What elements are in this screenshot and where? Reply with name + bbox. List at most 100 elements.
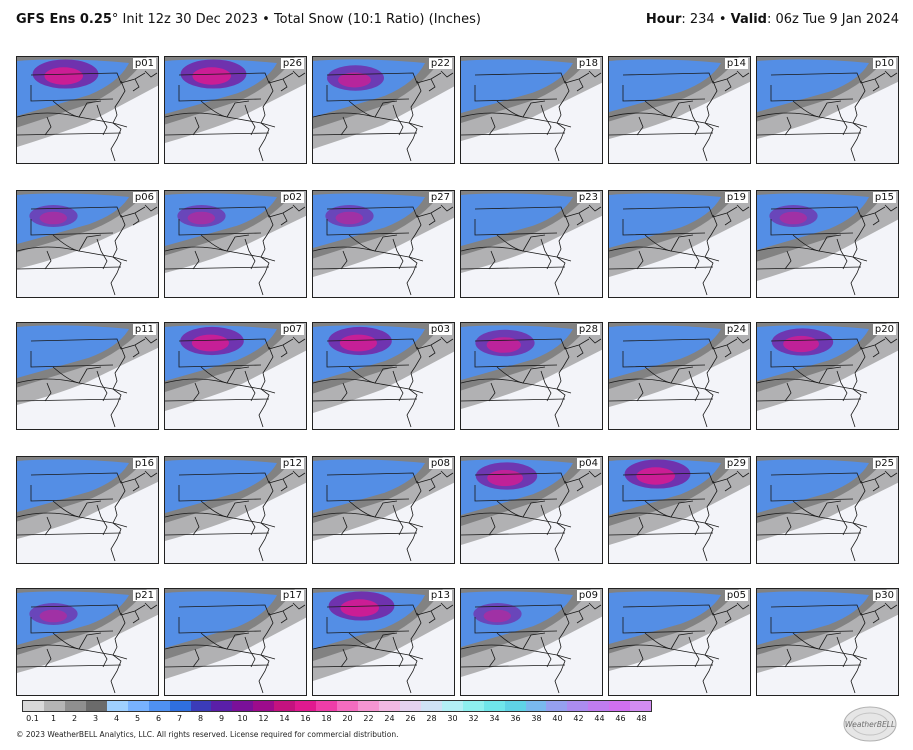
valid-value: : 06z Tue 9 Jan 2024 [766, 12, 899, 27]
colorbar-swatch [546, 701, 568, 711]
snow-area-magenta [44, 67, 83, 85]
map-title: GFS Ens 0.25° Init 12z 30 Dec 2023 • Tot… [16, 12, 481, 27]
hour-value: : 234 [681, 12, 715, 27]
state-borders [757, 602, 898, 694]
snow-area-magenta [39, 211, 67, 225]
ensemble-panel-p02: p02 [164, 190, 307, 298]
colorbar-swatch [169, 701, 191, 711]
snow-map [313, 57, 454, 162]
ensemble-panel-p10: p10 [756, 56, 899, 164]
colorbar-swatch [358, 701, 379, 711]
snow-map [461, 323, 602, 428]
snow-map [165, 191, 306, 296]
panel-label: p20 [872, 324, 896, 335]
state-borders [313, 204, 454, 296]
snow-map [17, 323, 158, 428]
title-bullet: • [258, 12, 274, 27]
panel-label: p22 [428, 58, 452, 69]
snow-area-magenta [340, 599, 379, 617]
snow-area-blue [17, 459, 129, 512]
colorbar-tick-label: 14 [279, 714, 290, 723]
colorbar-tick-label: 10 [237, 714, 248, 723]
snow-map [313, 323, 454, 428]
snow-area-purple [177, 205, 226, 227]
snow-map [757, 457, 898, 562]
panel-label: p01 [132, 58, 156, 69]
state-borders [461, 70, 602, 162]
ensemble-panel-p28: p28 [460, 322, 603, 430]
snow-area-blue [757, 459, 869, 513]
colorbar-swatch [23, 701, 44, 711]
snow-map [461, 457, 602, 562]
snow-area-magenta [39, 609, 67, 623]
colorbar-tick-label: 5 [134, 714, 141, 723]
colorbar-tick-label: 20 [342, 714, 353, 723]
snow-area-magenta [487, 469, 523, 487]
colorbar [22, 700, 652, 712]
snow-map [757, 589, 898, 694]
snow-area-magenta [636, 467, 675, 485]
colorbar-tick-label: 24 [384, 714, 395, 723]
colorbar-tick-label: 18 [321, 714, 332, 723]
snow-map [165, 457, 306, 562]
valid-bullet: • [714, 12, 731, 27]
colorbar-swatch [190, 701, 212, 711]
colorbar-tick-label: 38 [531, 714, 542, 723]
ensemble-panel-p30: p30 [756, 588, 899, 696]
state-borders [461, 204, 602, 296]
snow-map [757, 191, 898, 296]
colorbar-tick-label: 7 [176, 714, 183, 723]
colorbar-swatch [232, 701, 254, 711]
colorbar-tick-label: 1 [50, 714, 57, 723]
snow-map [165, 589, 306, 694]
colorbar-swatch [106, 701, 128, 711]
snow-area-magenta [783, 335, 819, 353]
snow-area-magenta [191, 334, 229, 352]
colorbar-swatch [295, 701, 317, 711]
panel-label: p10 [872, 58, 896, 69]
colorbar-swatch [567, 701, 589, 711]
product-name: Total Snow (10:1 Ratio) (Inches) [273, 12, 482, 27]
colorbar-tick-label: 16 [300, 714, 311, 723]
ensemble-panel-p09: p09 [460, 588, 603, 696]
weatherbell-logo: WeatherBELL [842, 705, 898, 743]
ensemble-panel-p12: p12 [164, 456, 307, 564]
colorbar-swatch [148, 701, 170, 711]
snow-area-blue [757, 59, 869, 112]
panel-label: p29 [724, 458, 748, 469]
snow-area-magenta [483, 609, 511, 623]
ensemble-panel-p14: p14 [608, 56, 751, 164]
snow-map [313, 457, 454, 562]
panel-label: p07 [280, 324, 304, 335]
colorbar-tick-label: 6 [155, 714, 162, 723]
panel-label: p02 [280, 192, 304, 203]
valid-label: Valid [730, 12, 767, 27]
colorbar-tick-label: 36 [510, 714, 521, 723]
panel-label: p14 [724, 58, 748, 69]
snow-area-magenta [192, 67, 231, 85]
snow-area-blue [757, 591, 869, 645]
state-borders [609, 336, 750, 428]
panel-label: p24 [724, 324, 748, 335]
ensemble-panel-p24: p24 [608, 322, 751, 430]
state-borders [313, 336, 454, 428]
state-borders [17, 470, 158, 562]
ensemble-panel-p23: p23 [460, 190, 603, 298]
colorbar-tick-label: 2 [71, 714, 78, 723]
colorbar-swatch [441, 701, 463, 711]
colorbar-swatch [630, 701, 652, 711]
hour-label: Hour [645, 12, 682, 27]
colorbar-tick-label: 9 [218, 714, 225, 723]
colorbar-ticks: 0.1 1 2 3 4 5 6 7 8 9 10 12 14 16 18 20 22 24 26 28 30 32 34 36… [22, 714, 652, 726]
colorbar-swatch [274, 701, 296, 711]
ensemble-panel-p25: p25 [756, 456, 899, 564]
snow-area-magenta [338, 72, 371, 88]
colorbar-swatch [525, 701, 547, 711]
colorbar-tick-label: 3 [92, 714, 99, 723]
colorbar-tick-label: 26 [405, 714, 416, 723]
copyright-footer: © 2023 WeatherBELL Analytics, LLC. All r… [16, 730, 399, 739]
snow-area-purple [325, 205, 374, 227]
snow-map [17, 589, 158, 694]
colorbar-swatch [609, 701, 631, 711]
snow-area-purple [473, 603, 522, 625]
